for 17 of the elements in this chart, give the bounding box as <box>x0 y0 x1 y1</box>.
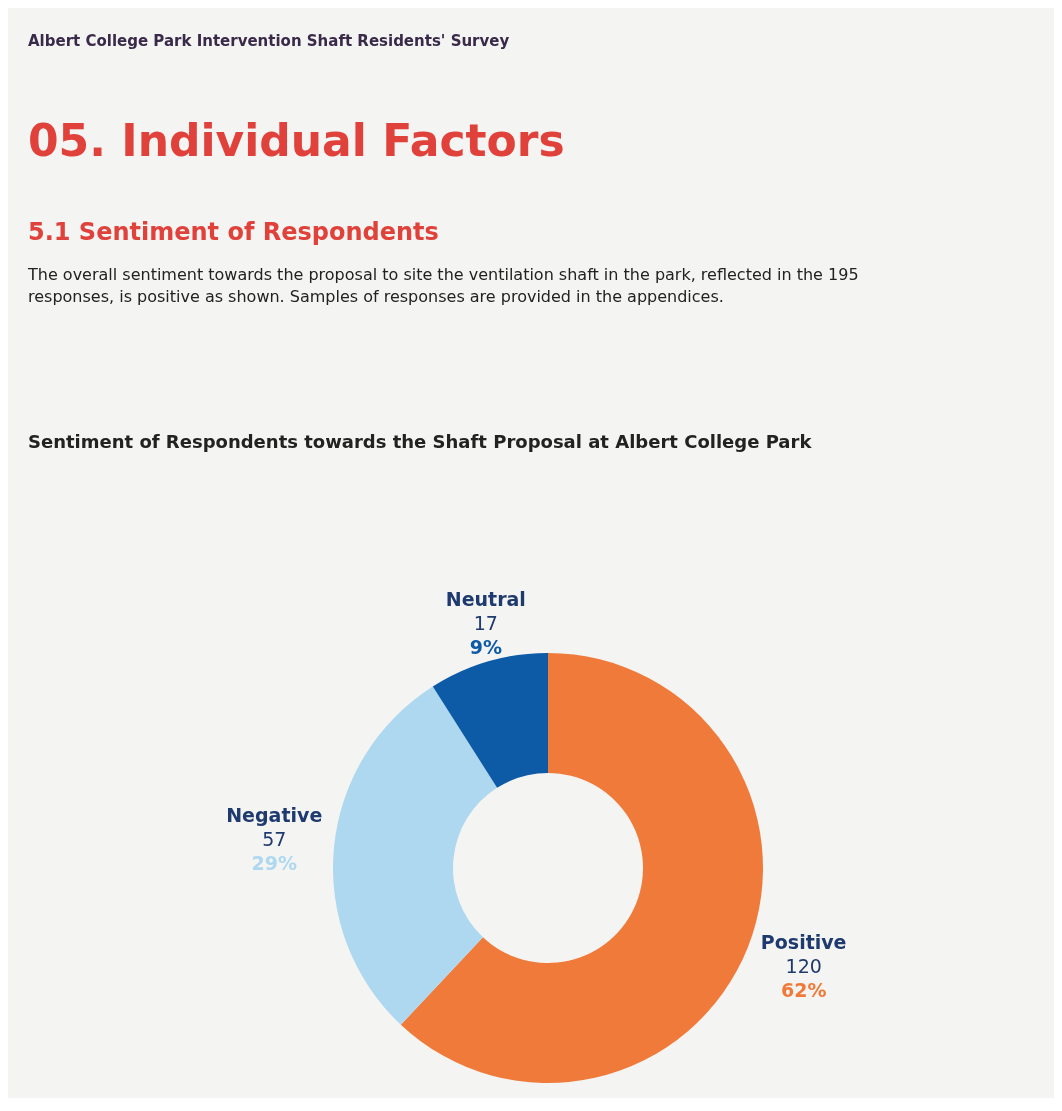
slice-label: Neutral <box>445 587 526 610</box>
text: 17 <box>473 611 498 634</box>
text: The overall sentiment towards the proposal to site the ventilation shaft in the park, reflected in the 195 responses, is positive as shown. Samples of responses are provided in the appendices. <box>27 265 859 306</box>
text: 57 <box>262 828 287 851</box>
data-label: 29% <box>251 852 297 875</box>
data-label: 9% <box>469 635 502 658</box>
text: 120 <box>785 955 822 978</box>
text: Albert College Park Intervention Shaft Residents' Survey <box>28 32 510 50</box>
text: 5.1 Sentiment of Respondents <box>28 218 439 246</box>
donut-slice <box>400 653 763 1083</box>
text: 05. Individual Factors <box>28 115 565 166</box>
data-label: 62% <box>780 979 827 1002</box>
donut-slice <box>333 686 498 1025</box>
slice-label: Positive <box>760 931 847 954</box>
donut-slice <box>432 653 548 788</box>
slice-label: Negative <box>226 804 323 827</box>
chart-title: Sentiment of Respondents towards the Shaft Proposal at Albert College Park <box>28 431 813 452</box>
